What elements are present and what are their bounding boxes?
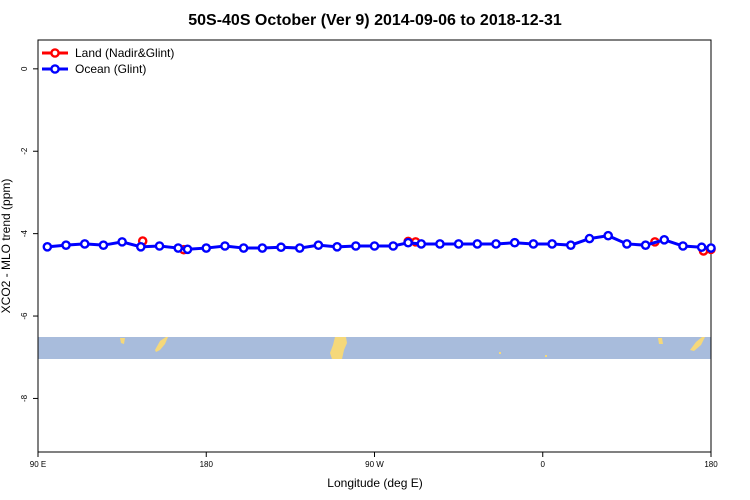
data-point [472,239,483,249]
data-point [351,241,361,251]
x-axis-label: Longitude (deg E) [327,476,422,490]
y-tick-label: -2 [20,147,29,155]
y-axis: 0 -2 -4 -6 -8 [20,66,38,402]
data-point [154,241,165,251]
data-point [565,240,576,250]
data-point [678,241,688,251]
legend-marker [50,64,60,74]
x-tick-label: 90 W [365,460,384,469]
y-tick-label: -6 [20,312,29,320]
x-axis: 90 E 180 90 W 0 180 [30,452,718,469]
y-tick-label: -4 [20,230,29,238]
data-point [640,240,651,250]
data-point [509,237,520,248]
data-point [332,242,342,252]
land-patch [499,352,501,354]
data-point [584,233,595,244]
y-tick-label: 0 [20,66,29,71]
data-point [416,239,427,249]
land-patch [120,338,125,344]
series-layer [42,230,716,256]
legend-label: Land (Nadir&Glint) [75,46,174,60]
data-point [79,239,90,249]
data-point [547,239,557,249]
data-point [453,239,464,249]
data-point [603,230,613,241]
data-point [257,243,268,253]
legend-label: Ocean (Glint) [75,62,146,76]
data-point [201,243,212,253]
data-point [369,241,380,251]
map-band [38,337,711,359]
data-point [696,242,707,253]
data-point [117,237,127,247]
data-point [42,242,53,252]
legend: Land (Nadir&Glint) Ocean (Glint) [42,46,174,76]
data-point [706,243,716,253]
land-patch [658,338,663,344]
data-point [659,235,670,245]
x-tick-label: 180 [704,460,718,469]
x-tick-label: 180 [200,460,214,469]
land-patch [330,337,347,359]
data-point [491,239,501,249]
series-ocean [42,230,716,255]
land-patch [155,337,168,352]
data-point [98,240,109,250]
land-patch [690,337,705,351]
y-axis-label: XCO2 - MLO trend (ppm) [0,179,13,314]
ocean-band [38,337,711,359]
data-point [388,241,398,251]
data-point [61,240,71,250]
data-point [173,243,184,253]
x-tick-label: 0 [541,460,546,469]
y-tick-label: -8 [20,394,29,402]
data-point [276,242,286,253]
chart-title: 50S-40S October (Ver 9) 2014-09-06 to 20… [188,12,562,29]
data-point [403,237,413,248]
legend-marker [50,48,60,58]
data-point [182,244,193,255]
data-point [136,242,146,252]
land-shapes [120,337,705,359]
data-point [435,239,445,249]
x-tick-label: 90 E [30,460,46,469]
data-point [220,241,230,251]
data-point [622,239,632,249]
data-point [528,239,539,249]
data-point [294,243,305,253]
data-point [238,243,249,253]
data-point [313,240,324,250]
land-patch [545,355,547,357]
